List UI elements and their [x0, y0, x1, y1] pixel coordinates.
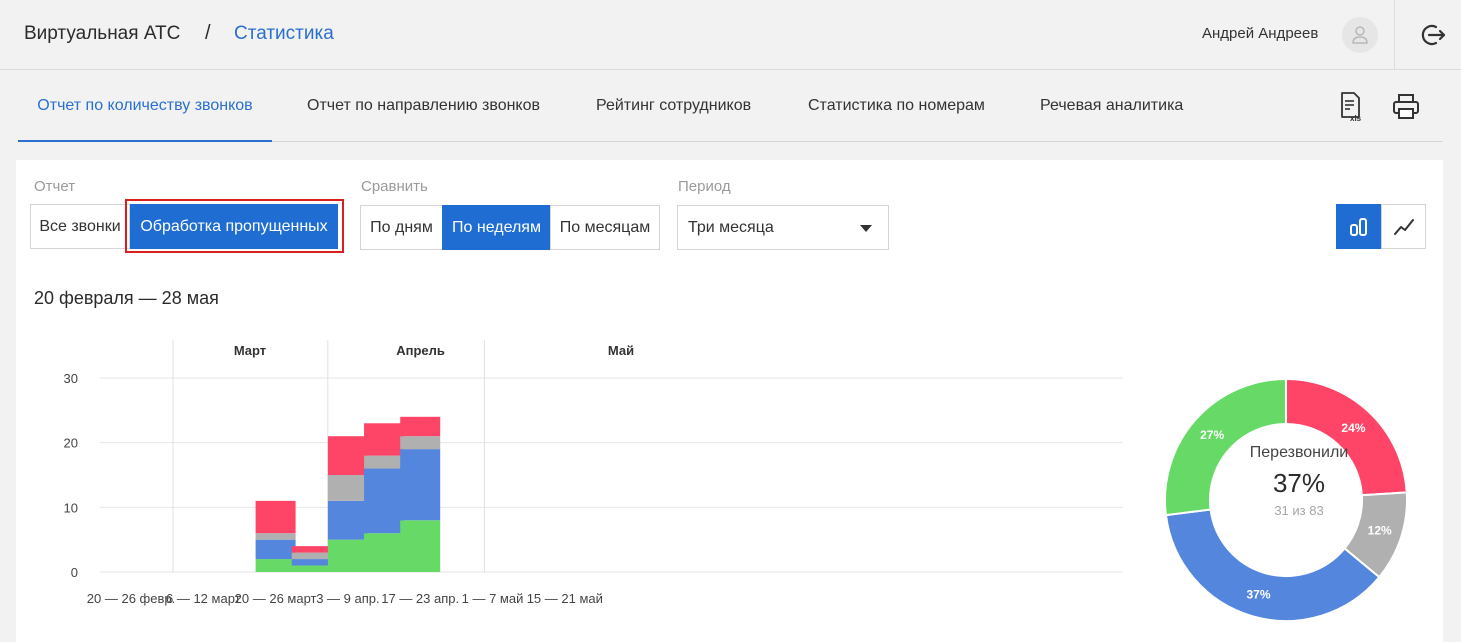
period-select-value: Три месяца: [688, 219, 774, 236]
bar-segment: [364, 468, 405, 534]
bar-segment: [255, 500, 296, 534]
donut-slice-label: 12%: [1368, 523, 1392, 537]
user-name[interactable]: Андрей Андреев: [1202, 25, 1319, 42]
missed-calls-processing-button[interactable]: Обработка пропущенных: [130, 204, 338, 249]
tab-calls-count[interactable]: Отчет по количеству звонков: [18, 71, 272, 142]
xls-export-icon[interactable]: xls: [1339, 91, 1365, 123]
bar-segment: [400, 449, 441, 521]
logout-icon[interactable]: [1420, 22, 1446, 48]
header-divider: [1394, 0, 1395, 70]
bar-segment: [291, 565, 332, 572]
x-tick-label: 20 — 26 февр.: [87, 591, 175, 606]
by-days-button[interactable]: По дням: [360, 205, 443, 250]
bar-segment: [364, 423, 405, 456]
bar-segment: [255, 539, 296, 560]
all-calls-button[interactable]: Все звонки: [30, 204, 130, 249]
bar-chart-toggle[interactable]: [1336, 204, 1382, 249]
donut-center: Перезвонили 37% 31 из 83: [1179, 444, 1419, 518]
period-filter-label: Период: [678, 178, 731, 195]
y-tick-label: 20: [64, 436, 78, 451]
report-filter-label: Отчет: [34, 178, 76, 195]
x-tick-label: 20 — 26 март: [235, 591, 317, 606]
calls-bar-chart: 0 10 20 30 Март Апрель Май 20 — 26 февр.6 — 12 …: [64, 340, 1123, 606]
y-tick-label: 10: [64, 500, 78, 515]
x-tick-label: 6 — 12 март: [166, 591, 241, 606]
breadcrumb-separator: /: [205, 22, 211, 44]
report-tabs: Отчет по количеству звонков Отчет по нап…: [18, 71, 1443, 142]
date-range-title: 20 февраля — 28 мая: [34, 288, 219, 308]
bar-segment: [364, 455, 405, 469]
top-header: Виртуальная АТС / Статистика Андрей Андр…: [0, 0, 1461, 70]
x-tick-label: 1 — 7 май: [462, 591, 524, 606]
period-select[interactable]: Три месяца: [677, 205, 889, 250]
donut-center-label: Перезвонили: [1249, 444, 1349, 461]
month-label: Апрель: [396, 343, 445, 358]
x-tick-label: 3 — 9 апр.: [316, 591, 379, 606]
selection-highlight-box: [125, 199, 344, 253]
donut-slice-label: 27%: [1200, 428, 1224, 442]
callback-donut-chart: 24% 12% 37% 27%: [1164, 377, 1408, 622]
month-label: Март: [234, 343, 266, 358]
bar-segment: [327, 436, 368, 475]
bar-segment: [291, 559, 332, 566]
bar-segment: [400, 520, 441, 572]
by-months-button[interactable]: По месяцам: [550, 205, 660, 250]
bar-segment: [291, 552, 332, 560]
print-icon[interactable]: [1392, 93, 1420, 121]
xls-label: xls: [1350, 114, 1362, 123]
bar-segment: [327, 500, 368, 540]
bar-segment: [291, 546, 332, 553]
tab-number-statistics[interactable]: Статистика по номерам: [808, 97, 985, 114]
bar-segment: [255, 533, 296, 540]
bar-segment: [400, 436, 441, 450]
statistics-panel: Отчет Все звонки Обработка пропущенных С…: [16, 160, 1443, 642]
x-tick-label: 17 — 23 апр.: [381, 591, 459, 606]
donut-slice-label: 24%: [1341, 421, 1365, 435]
tab-speech-analytics[interactable]: Речевая аналитика: [1040, 97, 1184, 114]
tab-calls-direction[interactable]: Отчет по направлению звонков: [307, 97, 541, 114]
bar-segment: [255, 559, 296, 572]
bar-segment: [400, 416, 441, 437]
donut-slice-label: 37%: [1247, 588, 1271, 602]
tab-employee-rating[interactable]: Рейтинг сотрудников: [596, 97, 752, 114]
donut-center-sub: 31 из 83: [1274, 503, 1324, 518]
y-tick-label: 30: [64, 371, 78, 386]
line-chart-icon: [1393, 218, 1414, 235]
bar-segment: [327, 475, 368, 501]
donut-slice: [1164, 508, 1381, 622]
donut-center-value: 37%: [1272, 468, 1326, 498]
breadcrumb-current-page: Статистика: [234, 23, 334, 44]
donut-slice: [1164, 377, 1287, 517]
line-chart-toggle[interactable]: [1381, 204, 1426, 249]
month-label: Май: [608, 343, 634, 358]
compare-filter-label: Сравнить: [361, 178, 428, 195]
caret-down-icon: [860, 225, 872, 232]
bar-segment: [327, 539, 368, 572]
bar-segment: [364, 533, 405, 572]
by-weeks-button[interactable]: По неделям: [442, 205, 551, 250]
x-tick-label: 15 — 21 май: [527, 591, 603, 606]
avatar[interactable]: [1342, 17, 1378, 53]
bar-chart-icon: [1350, 217, 1367, 236]
breadcrumb-app[interactable]: Виртуальная АТС: [24, 23, 181, 44]
user-icon: [1352, 26, 1368, 44]
y-tick-label: 0: [71, 565, 78, 580]
